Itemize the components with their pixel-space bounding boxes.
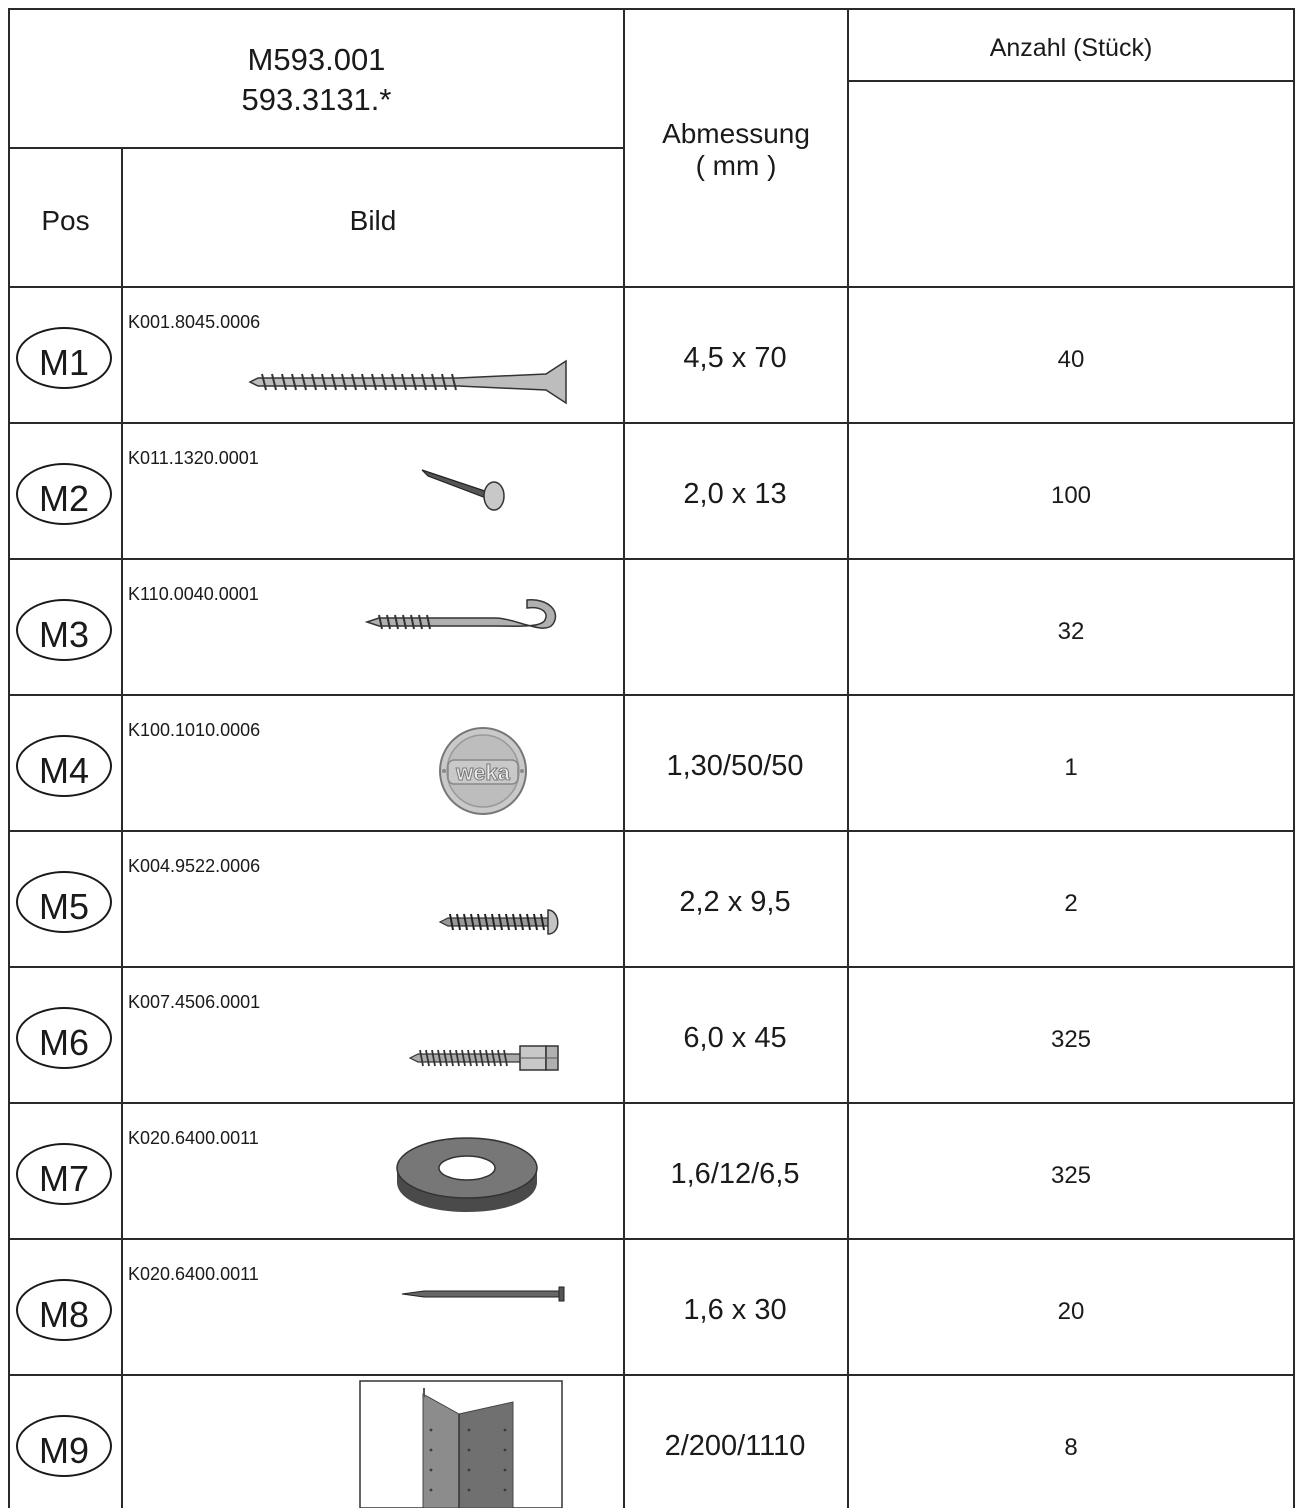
row-divider <box>8 558 1295 560</box>
header-divider-model <box>8 147 625 149</box>
column-divider-pos <box>121 147 123 1508</box>
row-divider <box>8 694 1295 696</box>
dimension-value: 2/200/1110 <box>664 1430 806 1462</box>
position-badge: M4 <box>16 735 112 797</box>
position-badge: M6 <box>16 1007 112 1069</box>
position-badge: M7 <box>16 1143 112 1205</box>
countersunk-screw-icon <box>248 359 567 405</box>
article-code: K100.1010.0006 <box>128 720 261 740</box>
row-divider <box>8 422 1295 424</box>
row-divider <box>8 966 1295 968</box>
position-badge: M1 <box>16 327 112 389</box>
table-border-left <box>8 8 10 1508</box>
quantity-value: 2 <box>1064 890 1078 917</box>
quantity-value: 325 <box>1050 1026 1092 1053</box>
picture-column-header: Bild <box>349 205 397 236</box>
quantity-value: 325 <box>1050 1162 1092 1189</box>
quantity-value: 32 <box>1057 618 1085 645</box>
article-code: K011.1320.0001 <box>128 448 259 468</box>
dimension-value: 6,0 x 45 <box>683 1022 787 1054</box>
article-code: K007.4506.0001 <box>128 992 261 1012</box>
article-code: K001.8045.0006 <box>128 312 261 332</box>
pin-nail-icon <box>401 1286 565 1302</box>
article-number: 593.3131.* <box>241 82 392 117</box>
quantity-column-header: Anzahl (Stück) <box>989 34 1153 62</box>
quantity-value: 1 <box>1064 754 1078 781</box>
position-badge: M9 <box>16 1415 112 1477</box>
svg-text:weka: weka <box>455 760 511 785</box>
dimension-value: 4,5 x 70 <box>683 342 787 374</box>
round-head-screw-icon <box>438 909 559 935</box>
row-divider <box>8 830 1295 832</box>
row-divider <box>8 1102 1295 1104</box>
article-code: K020.6400.0011 <box>128 1128 259 1148</box>
dimension-value: 1,30/50/50 <box>666 750 804 782</box>
metal-angle-profile-icon <box>359 1380 563 1508</box>
position-badge: M3 <box>16 599 112 661</box>
position-badge: M2 <box>16 463 112 525</box>
washer-icon <box>396 1137 538 1212</box>
header-divider-quantity <box>847 80 1295 82</box>
article-code: K110.0040.0001 <box>128 584 259 604</box>
hex-head-lag-screw-icon <box>408 1045 559 1071</box>
row-divider <box>8 1374 1295 1376</box>
dimension-column-header: Abmessung <box>662 118 810 149</box>
pos-column-header: Pos <box>41 205 90 236</box>
flat-head-nail-icon <box>421 469 505 511</box>
dimension-value: 2,0 x 13 <box>683 478 787 510</box>
model-number: M593.001 <box>247 42 386 77</box>
weka-logo-plate-icon: weka <box>439 727 527 815</box>
quantity-value: 20 <box>1057 1298 1085 1325</box>
dimension-value: 2,2 x 9,5 <box>679 886 791 918</box>
column-divider-dimension <box>847 8 849 1508</box>
article-code: K020.6400.0011 <box>128 1264 259 1284</box>
table-border-right <box>1293 8 1295 1508</box>
screw-hook-icon <box>364 599 557 630</box>
column-divider-picture <box>623 8 625 1508</box>
position-badge: M5 <box>16 871 112 933</box>
quantity-value: 8 <box>1064 1434 1078 1461</box>
article-code: K004.9522.0006 <box>128 856 261 876</box>
quantity-value: 100 <box>1050 482 1092 509</box>
dimension-value: 1,6/12/6,5 <box>670 1158 800 1190</box>
table-border-top <box>8 8 1295 10</box>
position-badge: M8 <box>16 1279 112 1341</box>
quantity-value: 40 <box>1057 346 1085 373</box>
dimension-unit: ( mm ) <box>695 150 777 181</box>
dimension-value: 1,6 x 30 <box>683 1294 787 1326</box>
header-bottom-border <box>8 286 1295 288</box>
row-divider <box>8 1238 1295 1240</box>
